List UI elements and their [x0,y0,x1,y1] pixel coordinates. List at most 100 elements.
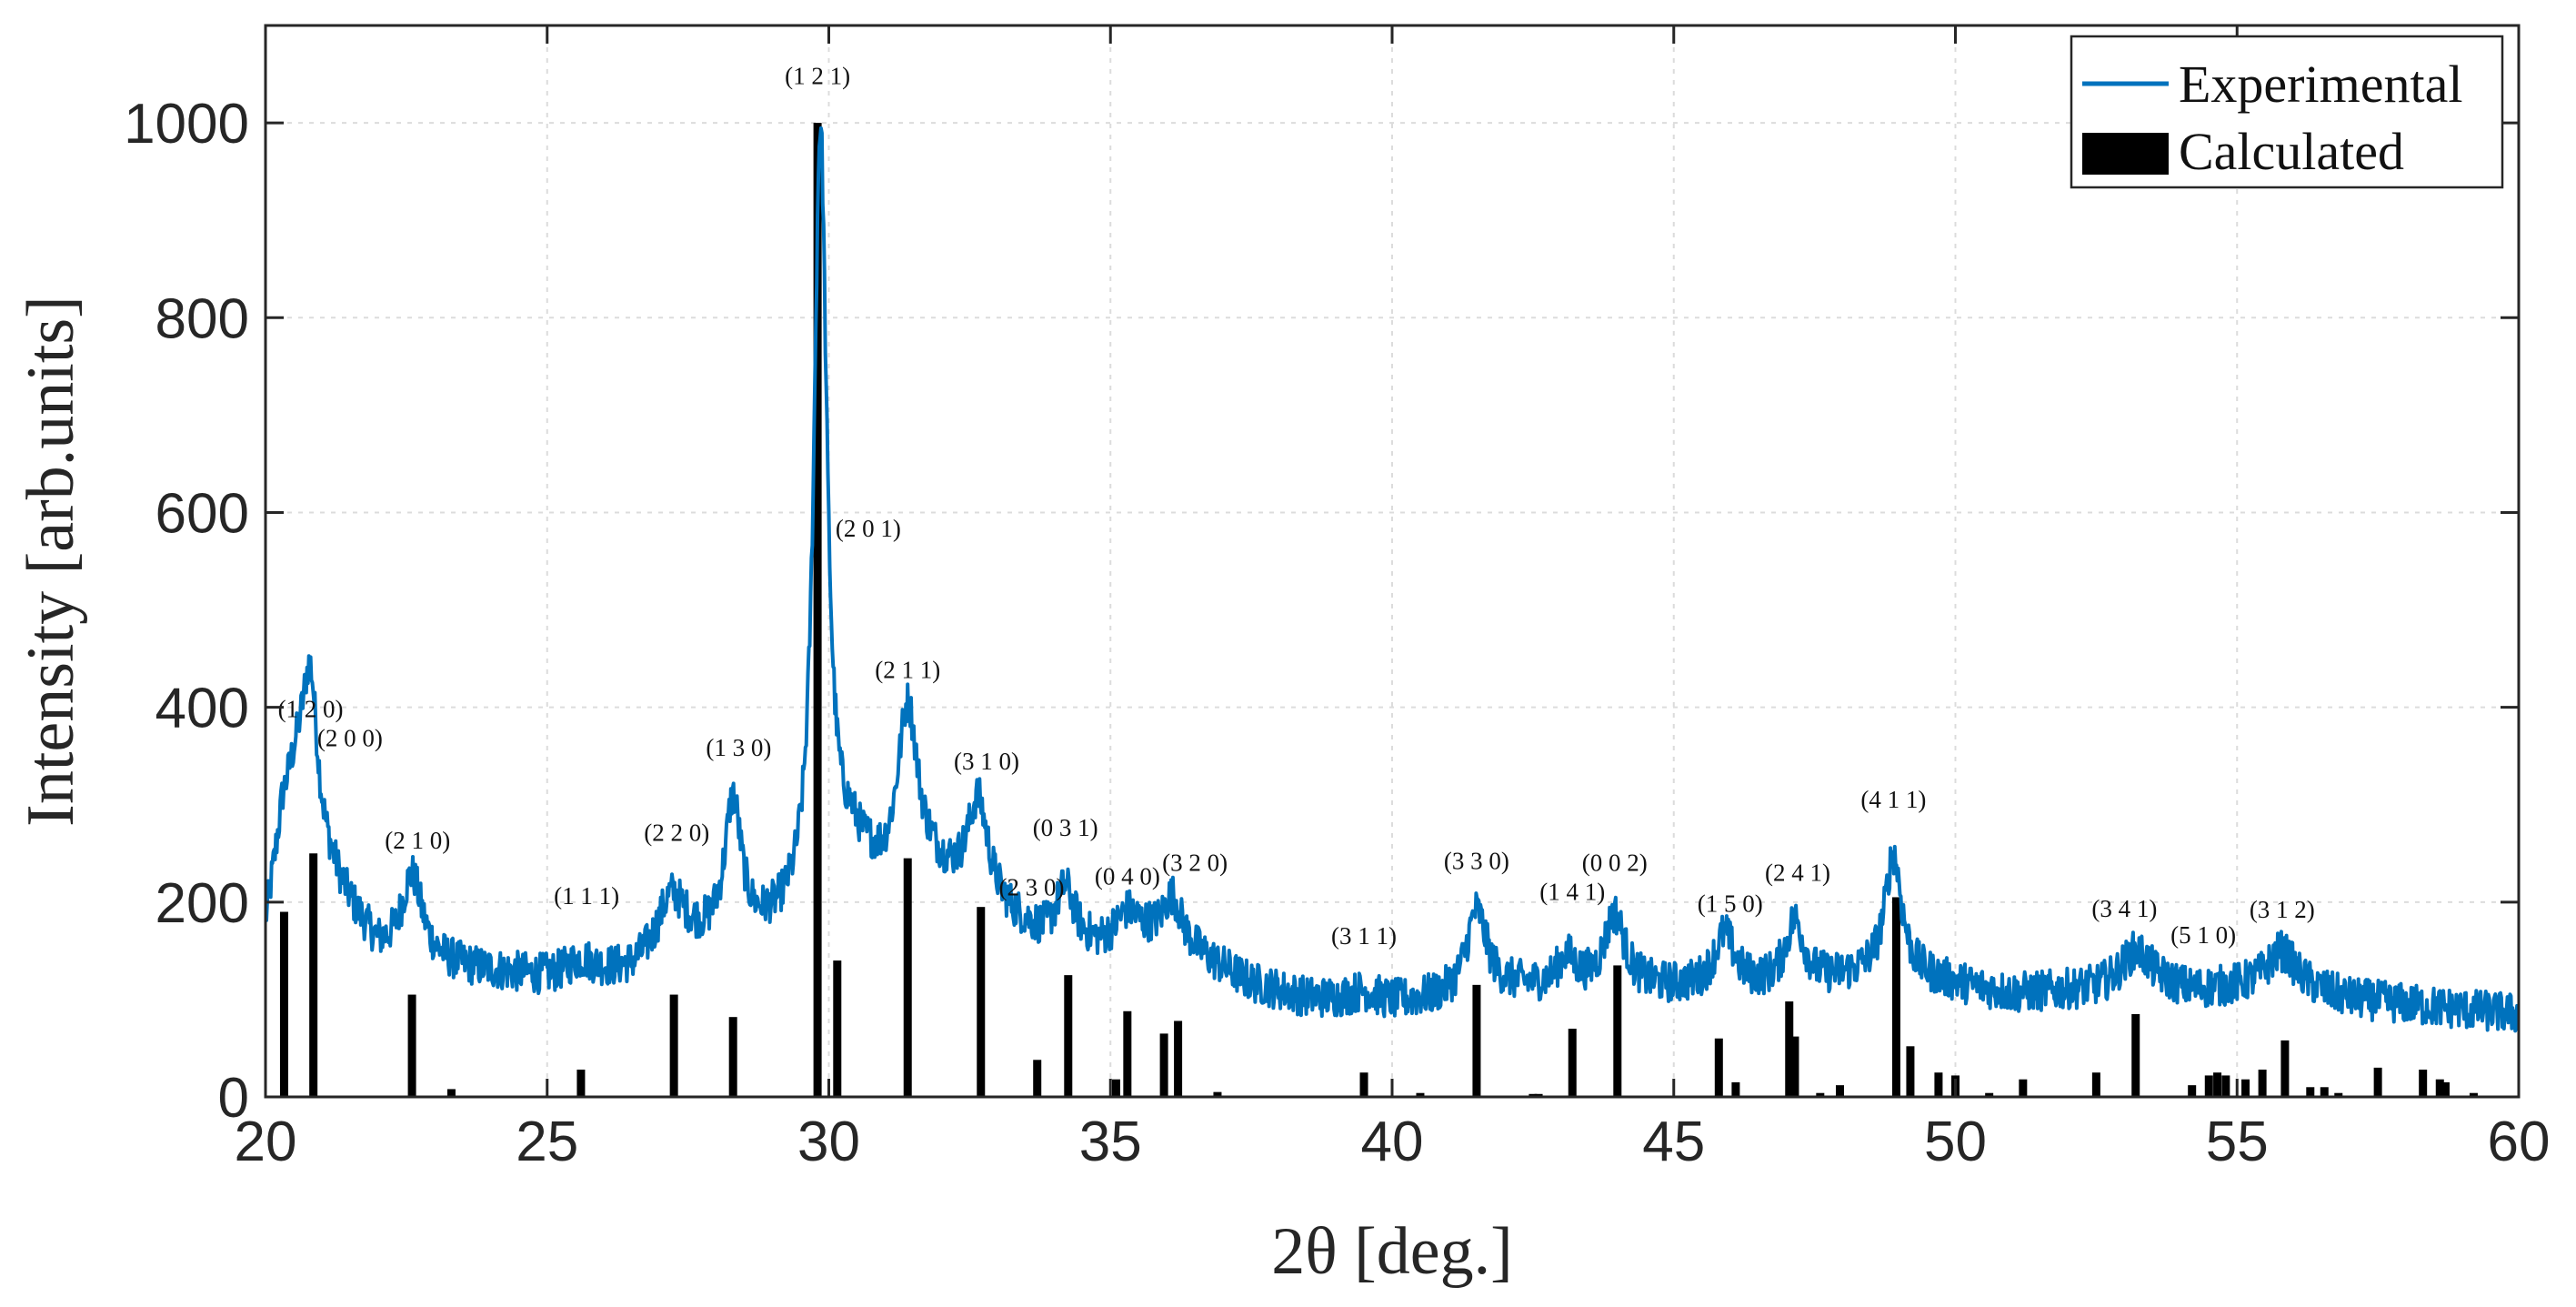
peak-label: (2 1 0) [385,827,450,854]
calculated-stick [2019,1079,2028,1097]
peak-label: (2 4 1) [1765,859,1830,886]
peak-label: (2 1 1) [875,657,940,684]
calculated-stick [1529,1093,1538,1097]
calculated-stick [1785,1001,1794,1097]
calculated-stick [1906,1046,1915,1097]
x-tick-label: 55 [2206,1111,2269,1173]
y-tick-label: 1000 [124,93,249,156]
calculated-stick [2221,1075,2230,1097]
x-tick-label: 40 [1361,1111,1424,1173]
legend-calculated-swatch [2082,133,2169,175]
calculated-stick [1836,1085,1845,1097]
peak-label: (3 1 2) [2250,896,2315,923]
x-tick-label: 25 [516,1111,578,1173]
calculated-stick [1123,1010,1132,1097]
calculated-stick [1174,1020,1183,1097]
peak-label: (0 3 1) [1033,814,1098,841]
calculated-stick [1613,965,1622,1097]
peak-label: (1 3 0) [706,734,771,761]
calculated-stick [1213,1091,1222,1097]
calculated-sticks [279,123,2478,1097]
peak-label: (5 1 0) [2170,921,2236,949]
calculated-stick [2441,1081,2450,1097]
y-tick-label: 200 [155,872,249,935]
calculated-stick [669,994,678,1097]
peak-label: (1 2 1) [785,62,850,89]
calculated-stick [1714,1038,1723,1097]
calculated-stick [977,907,986,1097]
x-tick-label: 20 [235,1111,297,1173]
y-tick-label: 800 [155,287,249,350]
x-tick-label: 60 [2488,1111,2551,1173]
calculated-stick [2373,1067,2382,1097]
calculated-stick [1534,1093,1543,1097]
calculated-stick [1568,1029,1577,1097]
x-tick-label: 45 [1642,1111,1705,1173]
x-tick-label: 30 [797,1111,860,1173]
peak-label: (2 3 0) [999,873,1065,900]
calculated-stick [1790,1036,1799,1097]
calculated-stick [576,1070,586,1097]
calculated-stick [1816,1092,1825,1097]
calculated-stick [1111,1079,1120,1097]
y-axis-label: Intensity [arb.units] [14,296,88,827]
peak-label: (1 5 0) [1698,890,1763,918]
calculated-stick [1891,897,1900,1097]
calculated-stick [2469,1092,2478,1097]
peak-label: (3 3 0) [1444,847,1509,874]
calculated-stick [1033,1060,1042,1097]
peak-label: (3 1 1) [1331,922,1397,950]
peak-label: (3 2 0) [1162,850,1228,877]
x-tick-label: 50 [1924,1111,1987,1173]
peak-label: (1 4 1) [1539,879,1605,906]
calculated-stick [2241,1079,2250,1097]
calculated-stick [2188,1085,2197,1097]
axis-ticks [264,25,2521,1099]
calculated-stick [903,858,912,1097]
calculated-stick [1472,984,1481,1097]
peak-label: (2 2 0) [644,819,709,846]
legend-experimental-label: Experimental [2179,55,2462,114]
calculated-stick [2306,1087,2315,1097]
calculated-stick [1934,1072,1943,1097]
peak-label: (3 1 0) [954,748,1019,775]
calculated-stick [2280,1040,2290,1097]
peak-label: (2 0 1) [836,515,901,542]
calculated-stick [1416,1092,1425,1097]
peak-label: (4 1 1) [1860,786,1926,813]
calculated-stick [833,960,842,1097]
calculated-stick [407,994,416,1097]
calculated-stick [1159,1033,1168,1097]
x-tick-label: 35 [1079,1111,1142,1173]
calculated-stick [1731,1081,1740,1097]
peak-label: (3 4 1) [2091,895,2157,922]
experimental-line [266,126,2519,1033]
calculated-stick [2419,1070,2428,1097]
peak-label: (1 1 1) [554,882,619,910]
y-tick-label: 400 [155,678,249,740]
peak-label: (1 2 0) [278,695,344,722]
legend-calculated-label: Calculated [2179,122,2404,181]
calculated-stick [2213,1072,2222,1097]
calculated-stick [2204,1075,2213,1097]
calculated-stick [728,1017,737,1097]
peak-label: (0 4 0) [1095,863,1160,890]
x-axis-label: 2θ [deg.] [1271,1214,1513,1289]
calculated-stick [279,911,288,1097]
calculated-stick [1064,975,1073,1097]
calculated-stick [2320,1087,2329,1097]
x-tick-labels: 20 25 30 35 40 45 50 55 60 [235,1111,2551,1173]
calculated-stick [446,1089,456,1097]
calculated-stick [2435,1079,2444,1097]
calculated-stick [1359,1072,1368,1097]
peak-annotations: (1 2 0)(2 0 0) (2 1 0) (1 1 1) (2 2 0) (1 3 … [278,62,2315,950]
plot-area: (1 2 0)(2 0 0) (2 1 0) (1 1 1) (2 2 0) (1 3 … [266,62,2519,1097]
legend: Experimental Calculated [2070,35,2504,189]
calculated-stick [2131,1013,2140,1097]
y-tick-labels: 0 200 400 600 800 1000 [124,93,249,1130]
y-tick-label: 0 [218,1067,249,1130]
calculated-stick [1985,1092,1994,1097]
calculated-stick [2334,1092,2343,1097]
